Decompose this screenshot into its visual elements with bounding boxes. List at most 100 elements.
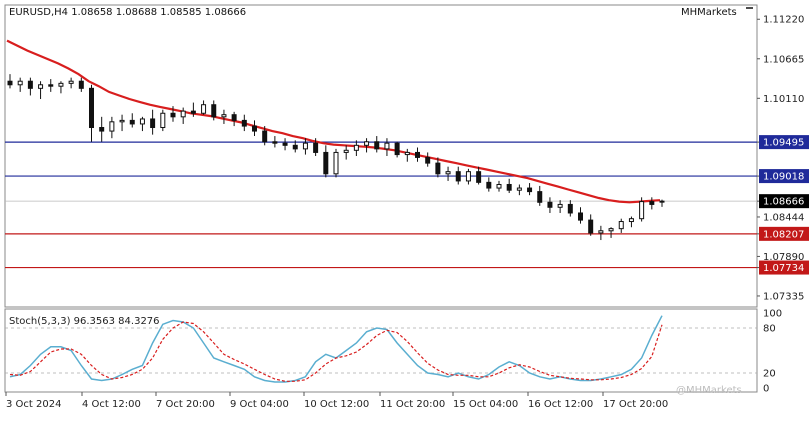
candle (190, 102, 196, 117)
price-tick-label: 1.09495 (763, 138, 804, 149)
price-tick: 1.07890 (757, 252, 804, 263)
candle (628, 216, 634, 228)
stoch-level-lines (5, 327, 757, 374)
candle (333, 148, 339, 178)
candle (119, 114, 125, 132)
candle-body (425, 156, 431, 164)
candle-body (598, 230, 604, 234)
watermark: @MHMarkets (676, 385, 742, 396)
candle-body (282, 142, 288, 146)
price-axis[interactable]: 1.11220 1.10665 1.10110 1.09495 1.09018 1.086… (757, 15, 809, 303)
candle-body (58, 82, 64, 87)
candle-body (139, 118, 145, 125)
candle-body (608, 228, 614, 232)
candle (302, 138, 308, 155)
candle-body (415, 151, 420, 158)
candle (465, 168, 471, 185)
candle-body (435, 162, 441, 175)
candle (211, 100, 217, 121)
price-tick-label: 1.10110 (763, 94, 804, 105)
candle-body (302, 142, 308, 150)
candle (7, 74, 13, 89)
candle (272, 136, 278, 148)
candle (292, 140, 298, 153)
candle (435, 157, 441, 178)
candle-body (639, 201, 645, 220)
candle (598, 225, 604, 241)
candle-body (78, 80, 84, 89)
candle (201, 100, 207, 115)
candle-body (333, 151, 339, 175)
candle-body (465, 171, 471, 182)
candle-body (404, 151, 410, 156)
stoch-tick-label: 20 (763, 369, 776, 380)
candle-body (343, 149, 349, 153)
price-tick-label: 1.10665 (763, 54, 804, 65)
moving-average-layer (6, 39, 661, 204)
candle-body (353, 144, 359, 151)
candle-body (109, 121, 115, 132)
candle (129, 113, 135, 128)
price-tick-label: 1.07734 (763, 263, 804, 274)
candle (374, 136, 380, 153)
price-tag (759, 169, 809, 184)
candle (27, 77, 33, 96)
candle-body (180, 110, 186, 118)
candles-layer (7, 74, 665, 241)
candle-body (221, 114, 227, 118)
time-tick-label: 9 Oct 04:00 (230, 399, 289, 410)
price-tag (759, 226, 809, 241)
time-tick-label: 3 Oct 2024 (6, 399, 61, 410)
candle (58, 81, 64, 94)
stoch-axis: 100 80 20 0 (763, 309, 782, 395)
price-tick-label: 1.08207 (763, 229, 804, 240)
candle-body (89, 87, 94, 129)
price-tick-label: 1.07890 (763, 252, 804, 263)
time-tick-label: 17 Oct 20:00 (603, 399, 668, 410)
candle (659, 199, 665, 207)
price-tick-label: 1.08444 (763, 212, 804, 223)
candle (618, 218, 624, 233)
candle-body (588, 219, 594, 234)
candle (486, 177, 492, 192)
price-tick: 1.07734 (757, 260, 809, 275)
candle-body (659, 200, 665, 203)
candle (99, 116, 105, 142)
stoch-lines-layer (9, 315, 663, 383)
candle-body (537, 191, 543, 203)
candle (109, 116, 115, 139)
candle (323, 145, 329, 178)
candle (262, 126, 268, 146)
candle-body (7, 80, 13, 86)
moving-average-line (6, 39, 661, 204)
candle-body (578, 212, 583, 221)
price-tick: 1.08444 (757, 212, 804, 223)
candle (455, 166, 461, 185)
candle-body (150, 118, 156, 129)
brand-label: MHMarkets (681, 7, 737, 18)
candle-body (241, 119, 247, 127)
candle-body (486, 181, 492, 189)
candle-body (231, 114, 237, 121)
stochastic-pane[interactable] (4, 308, 758, 393)
candle (516, 184, 522, 196)
price-pane[interactable] (4, 4, 758, 308)
candle (282, 138, 288, 151)
candle-body (99, 127, 105, 132)
candle-body (557, 203, 563, 208)
candle-body (262, 130, 268, 143)
candle-body (506, 183, 512, 191)
candle-body (129, 119, 135, 125)
candle-body (272, 141, 278, 144)
time-axis: 3 Oct 2024 4 Oct 12:00 7 Oct 20:00 9 Oct 04… (5, 392, 668, 410)
candle (394, 141, 400, 158)
candle (537, 185, 543, 206)
candle (38, 81, 44, 100)
candle (639, 197, 645, 222)
price-tick: 1.11220 (757, 15, 804, 26)
candle (567, 200, 573, 217)
price-tick: 1.07335 (757, 291, 804, 302)
candle (608, 227, 614, 238)
stoch-tick-label: 100 (763, 309, 782, 320)
